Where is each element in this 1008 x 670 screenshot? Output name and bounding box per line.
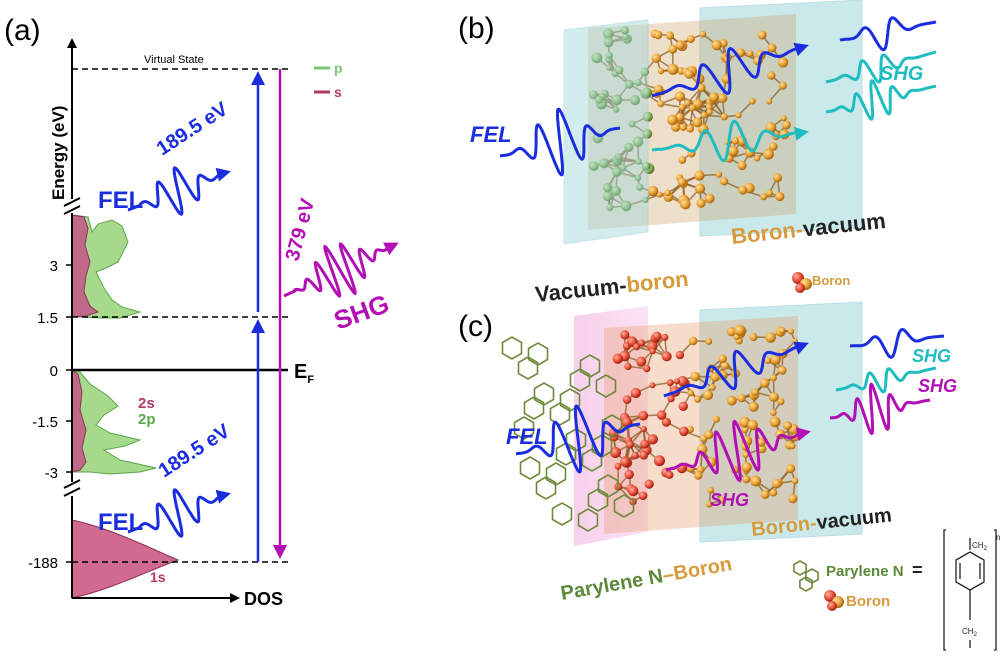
- shg-wave-inner-c: [665, 419, 811, 483]
- orbital-1s-label: 1s: [150, 569, 166, 585]
- tick-3: 3: [50, 258, 58, 275]
- shg-out1-b: [825, 50, 937, 84]
- panel-a: (a) Energy (eV) DOS: [4, 14, 399, 609]
- parylene-legend: Parylene N = CH2 CH2 n: [793, 529, 1000, 651]
- dos-p-valence: [71, 369, 157, 475]
- panel-c: (c) FEL SHG SHG SHG Parylene N–Boron Bor…: [458, 301, 1000, 651]
- fel-out-b: [839, 16, 937, 52]
- tick-0: 0: [50, 363, 58, 380]
- interface-vacuum-boron: Vacuum-boron: [534, 266, 690, 307]
- fermi-label: EF: [294, 361, 314, 386]
- parylene-structure: [943, 529, 997, 651]
- boron-atoms-c: [608, 324, 800, 508]
- shg-label-b: SHG: [880, 63, 923, 85]
- shg-energy-label: 379 eV: [282, 196, 320, 264]
- repeat-n: n: [996, 533, 1000, 542]
- photon-energy-lower: 189.5 eV: [155, 420, 235, 482]
- boron-legend-c: Boron: [824, 590, 890, 611]
- boron-legend-label-b: Boron: [812, 273, 850, 288]
- parylene-legend-icon: [793, 560, 819, 592]
- shg-out-magenta-c: [830, 382, 931, 436]
- shg-label-c-inner: SHG: [710, 490, 749, 510]
- legend-p-label: p: [334, 60, 343, 76]
- boron-legend-label-c: Boron: [846, 593, 890, 610]
- axis-break-bottom: [62, 479, 82, 497]
- fel-label-b: FEL: [470, 122, 512, 147]
- panel-b-label: (b): [458, 12, 495, 45]
- dos-legend: p s: [314, 60, 343, 100]
- fel-label-lower: FEL: [98, 509, 143, 536]
- dos-s-valence: [71, 369, 87, 473]
- x-axis-label: DOS: [244, 589, 283, 609]
- legend-s-label: s: [334, 84, 342, 100]
- dos-s-core: [71, 519, 180, 599]
- shg-label-c-magenta: SHG: [918, 376, 957, 396]
- shg-photon: 379 eV SHG: [282, 196, 399, 336]
- fel-wave-b: [499, 107, 621, 177]
- dos-s-conduction: [71, 214, 100, 318]
- boron-legend-b: Boron: [792, 272, 850, 293]
- fel-label-upper: FEL: [98, 187, 143, 214]
- tick-1-5: 1.5: [37, 310, 58, 327]
- parylene-legend-label: Parylene N: [826, 563, 904, 580]
- tick-neg-1-5: -1.5: [32, 414, 58, 431]
- fel-photon-upper: FEL 189.5 eV: [98, 98, 233, 216]
- parylene-rings: [501, 336, 635, 532]
- fel-transmitted-b: [651, 42, 809, 98]
- fel-transmitted-c: [663, 341, 809, 398]
- equals-sign: =: [912, 560, 923, 580]
- shg-out-cyan-c: [835, 366, 937, 394]
- orbital-2p-label: 2p: [138, 411, 156, 428]
- dos-p-conduction: [71, 214, 142, 319]
- y-axis-label: Energy (eV): [49, 106, 68, 200]
- tick-neg-3: -3: [45, 465, 58, 482]
- orbital-2s-label: 2s: [138, 395, 155, 412]
- ch2-top: CH2: [972, 541, 988, 552]
- panel-b: (b) FEL SHG Vacuum-boron Boron-vacuum Bo…: [458, 0, 937, 307]
- fel-wave-c: [515, 404, 641, 474]
- axis-break-top: [62, 197, 82, 215]
- panel-c-label: (c): [458, 310, 493, 343]
- fel-out-c: [849, 327, 945, 359]
- fel-wave-lower: [127, 488, 231, 538]
- photon-energy-upper: 189.5 eV: [153, 98, 233, 160]
- shg-label-c-cyan: SHG: [912, 346, 951, 366]
- virtual-state-label: Virtual State: [144, 54, 204, 66]
- shg-wave: [283, 242, 399, 298]
- boron-atoms-b: [588, 26, 791, 212]
- panel-a-label: (a): [4, 14, 41, 47]
- tick-neg-188: -188: [28, 555, 58, 572]
- ch2-bottom: CH2: [962, 627, 978, 638]
- fel-label-c: FEL: [506, 424, 548, 449]
- shg-out2-b: [825, 79, 937, 121]
- y-ticks: 3 1.5 0 -1.5 -3 -188: [28, 258, 72, 572]
- shg-wave-inner-b: [651, 119, 809, 163]
- interface-parylene-boron: Parylene N–Boron: [559, 553, 734, 605]
- vacuum-slab-c: [699, 301, 863, 543]
- fel-wave-upper: [127, 166, 231, 216]
